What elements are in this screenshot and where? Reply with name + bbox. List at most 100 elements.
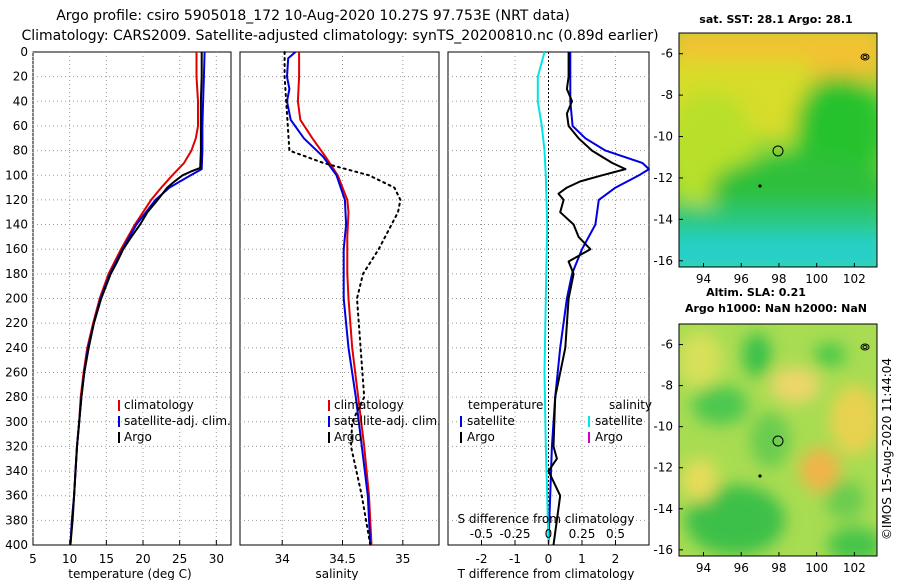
sst-map-x-ticks: 94 96 98 100 102 [696,263,866,286]
x-tick-label: 10 [62,552,77,566]
depth-tick-label: 40 [13,94,28,108]
argo-track-dot [758,474,762,478]
map-x-tick-label: 102 [843,272,866,286]
map-y-tick-label: -16 [653,254,673,268]
depth-tick-label: 340 [5,464,28,478]
legend-label-argo: Argo [334,430,362,444]
map-x-tick-label: 98 [771,272,786,286]
map-x-tick-label: 100 [805,272,828,286]
salinity-difference-ticks: -0.5 -0.25 0 0.25 0.5 [470,527,625,541]
map-x-tick-label: 96 [734,561,749,575]
sst-map-y-ticks: -6 -8 -10 -12 -14 -16 [653,47,683,268]
x-tick-label: 34 [275,552,290,566]
depth-tick-label: 360 [5,489,28,503]
x-tick-label: 1 [578,552,586,566]
title-line-1: Argo profile: csiro 5905018_172 10-Aug-2… [56,8,570,24]
map-y-tick-label: -14 [653,502,673,516]
s-diff-tick-label: -0.25 [499,527,530,541]
temperature-panel: 5 10 15 20 25 30 0 20 40 60 80 100 120 140 160 180 200 2… [5,45,232,580]
coastline-island [860,343,870,351]
legend-label-argo: Argo [124,430,152,444]
map-x-tick-label: 102 [843,561,866,575]
map-y-tick-label: -12 [653,171,673,185]
depth-tick-label: 180 [5,267,28,281]
imos-timestamp: ©IMOS 15-Aug-2020 11:44:04 [880,358,894,540]
sst-map: sat. SST: 28.1 Argo: 28.1 -6-8-10-12-14-… [653,13,878,286]
argo-position-marker [772,145,784,157]
series-satellite-adj-clim- [286,51,372,546]
depth-tick-label: 300 [5,415,28,429]
depth-tick-label: 240 [5,341,28,355]
argo-position-marker [772,435,784,447]
sst-map-title: sat. SST: 28.1 Argo: 28.1 [699,13,852,26]
sla-map-field [679,324,877,556]
sst-map-frame [678,32,878,268]
x-tick-label: 34.5 [329,552,356,566]
difference-x-ticks: -2 -1 0 1 2 [476,540,619,566]
salinity-plot-frame [239,51,440,546]
difference-legend: temperature satellite Argo salinity sate… [460,398,652,444]
salinity-series [283,51,402,546]
map-x-tick-label: 100 [805,561,828,575]
x-tick-label: -2 [476,552,488,566]
map-x-tick-label: 94 [696,272,711,286]
difference-panel: -2 -1 0 1 2 -0.5 -0.25 0 0.25 0.5 T difference f… [447,51,652,580]
legend-label-satellite: satellite-adj. clim. [124,414,231,428]
salinity-panel: 34 34.5 35 salinity climatology satellite-… [239,51,441,580]
depth-tick-label: 400 [5,538,28,552]
sla-map-x-ticks: 94 96 98 100 102 [696,552,866,575]
legend-label-s-argo: Argo [595,430,623,444]
depth-tick-label: 60 [13,119,28,133]
salinity-x-axis-label: salinity [315,567,358,580]
depth-tick-label: 140 [5,218,28,232]
depth-tick-label: 120 [5,193,28,207]
map-y-tick-label: -8 [661,379,673,393]
legend-label-satellite: satellite-adj. clim. [334,414,441,428]
map-y-tick-label: -16 [653,543,673,557]
temperature-legend: climatology satellite-adj. clim. Argo [118,398,231,444]
series-argo [283,51,402,546]
map-y-tick-label: -6 [661,47,673,61]
x-tick-label: 0 [545,552,553,566]
legend-label-t-argo: Argo [467,430,495,444]
x-tick-label: 25 [172,552,187,566]
difference-x-axis-label: T difference from climatology [457,567,635,580]
depth-tick-label: 0 [20,45,28,59]
map-x-tick-label: 98 [771,561,786,575]
salinity-legend: climatology satellite-adj. clim. Argo [328,398,441,444]
temperature-x-axis-label: temperature (deg C) [68,567,191,580]
legend-title-salinity: salinity [609,398,652,412]
argo-track-dot [758,184,762,188]
temperature-series [69,51,206,546]
x-tick-label: -1 [509,552,521,566]
legend-title-temperature: temperature [468,398,543,412]
x-tick-label: 30 [209,552,224,566]
map-x-tick-label: 96 [734,272,749,286]
x-tick-label: 15 [99,552,114,566]
x-tick-label: 35 [395,552,410,566]
map-y-tick-label: -10 [653,130,673,144]
series-t-argo [547,52,627,546]
depth-tick-label: 380 [5,513,28,527]
s-diff-tick-label: -0.5 [470,527,493,541]
s-diff-tick-label: 0.25 [569,527,596,541]
series-climatology [296,52,373,546]
legend-label-s-satellite: satellite [595,414,643,428]
map-y-tick-label: -12 [653,461,673,475]
series-argo [69,52,203,546]
sla-map-title: Altim. SLA: 0.21 [706,286,806,299]
depth-tick-label: 200 [5,292,28,306]
depth-y-ticks: 0 20 40 60 80 100 120 140 160 180 200 220 240 260 280 3… [5,45,28,552]
sla-map: Altim. SLA: 0.21 Argo h1000: NaN h2000: … [653,286,878,575]
sla-map-y-ticks: -6 -8 -10 -12 -14 -16 [653,338,683,557]
map-y-tick-label: -14 [653,212,673,226]
legend-label-t-satellite: satellite [467,414,515,428]
depth-tick-label: 260 [5,365,28,379]
depth-tick-label: 80 [13,144,28,158]
sla-map-frame [678,323,878,557]
map-y-tick-label: -6 [661,338,673,352]
salinity-difference-axis-label: S difference from climatology [458,512,635,526]
legend-label-climatology: climatology [334,398,404,412]
depth-tick-label: 20 [13,70,28,84]
